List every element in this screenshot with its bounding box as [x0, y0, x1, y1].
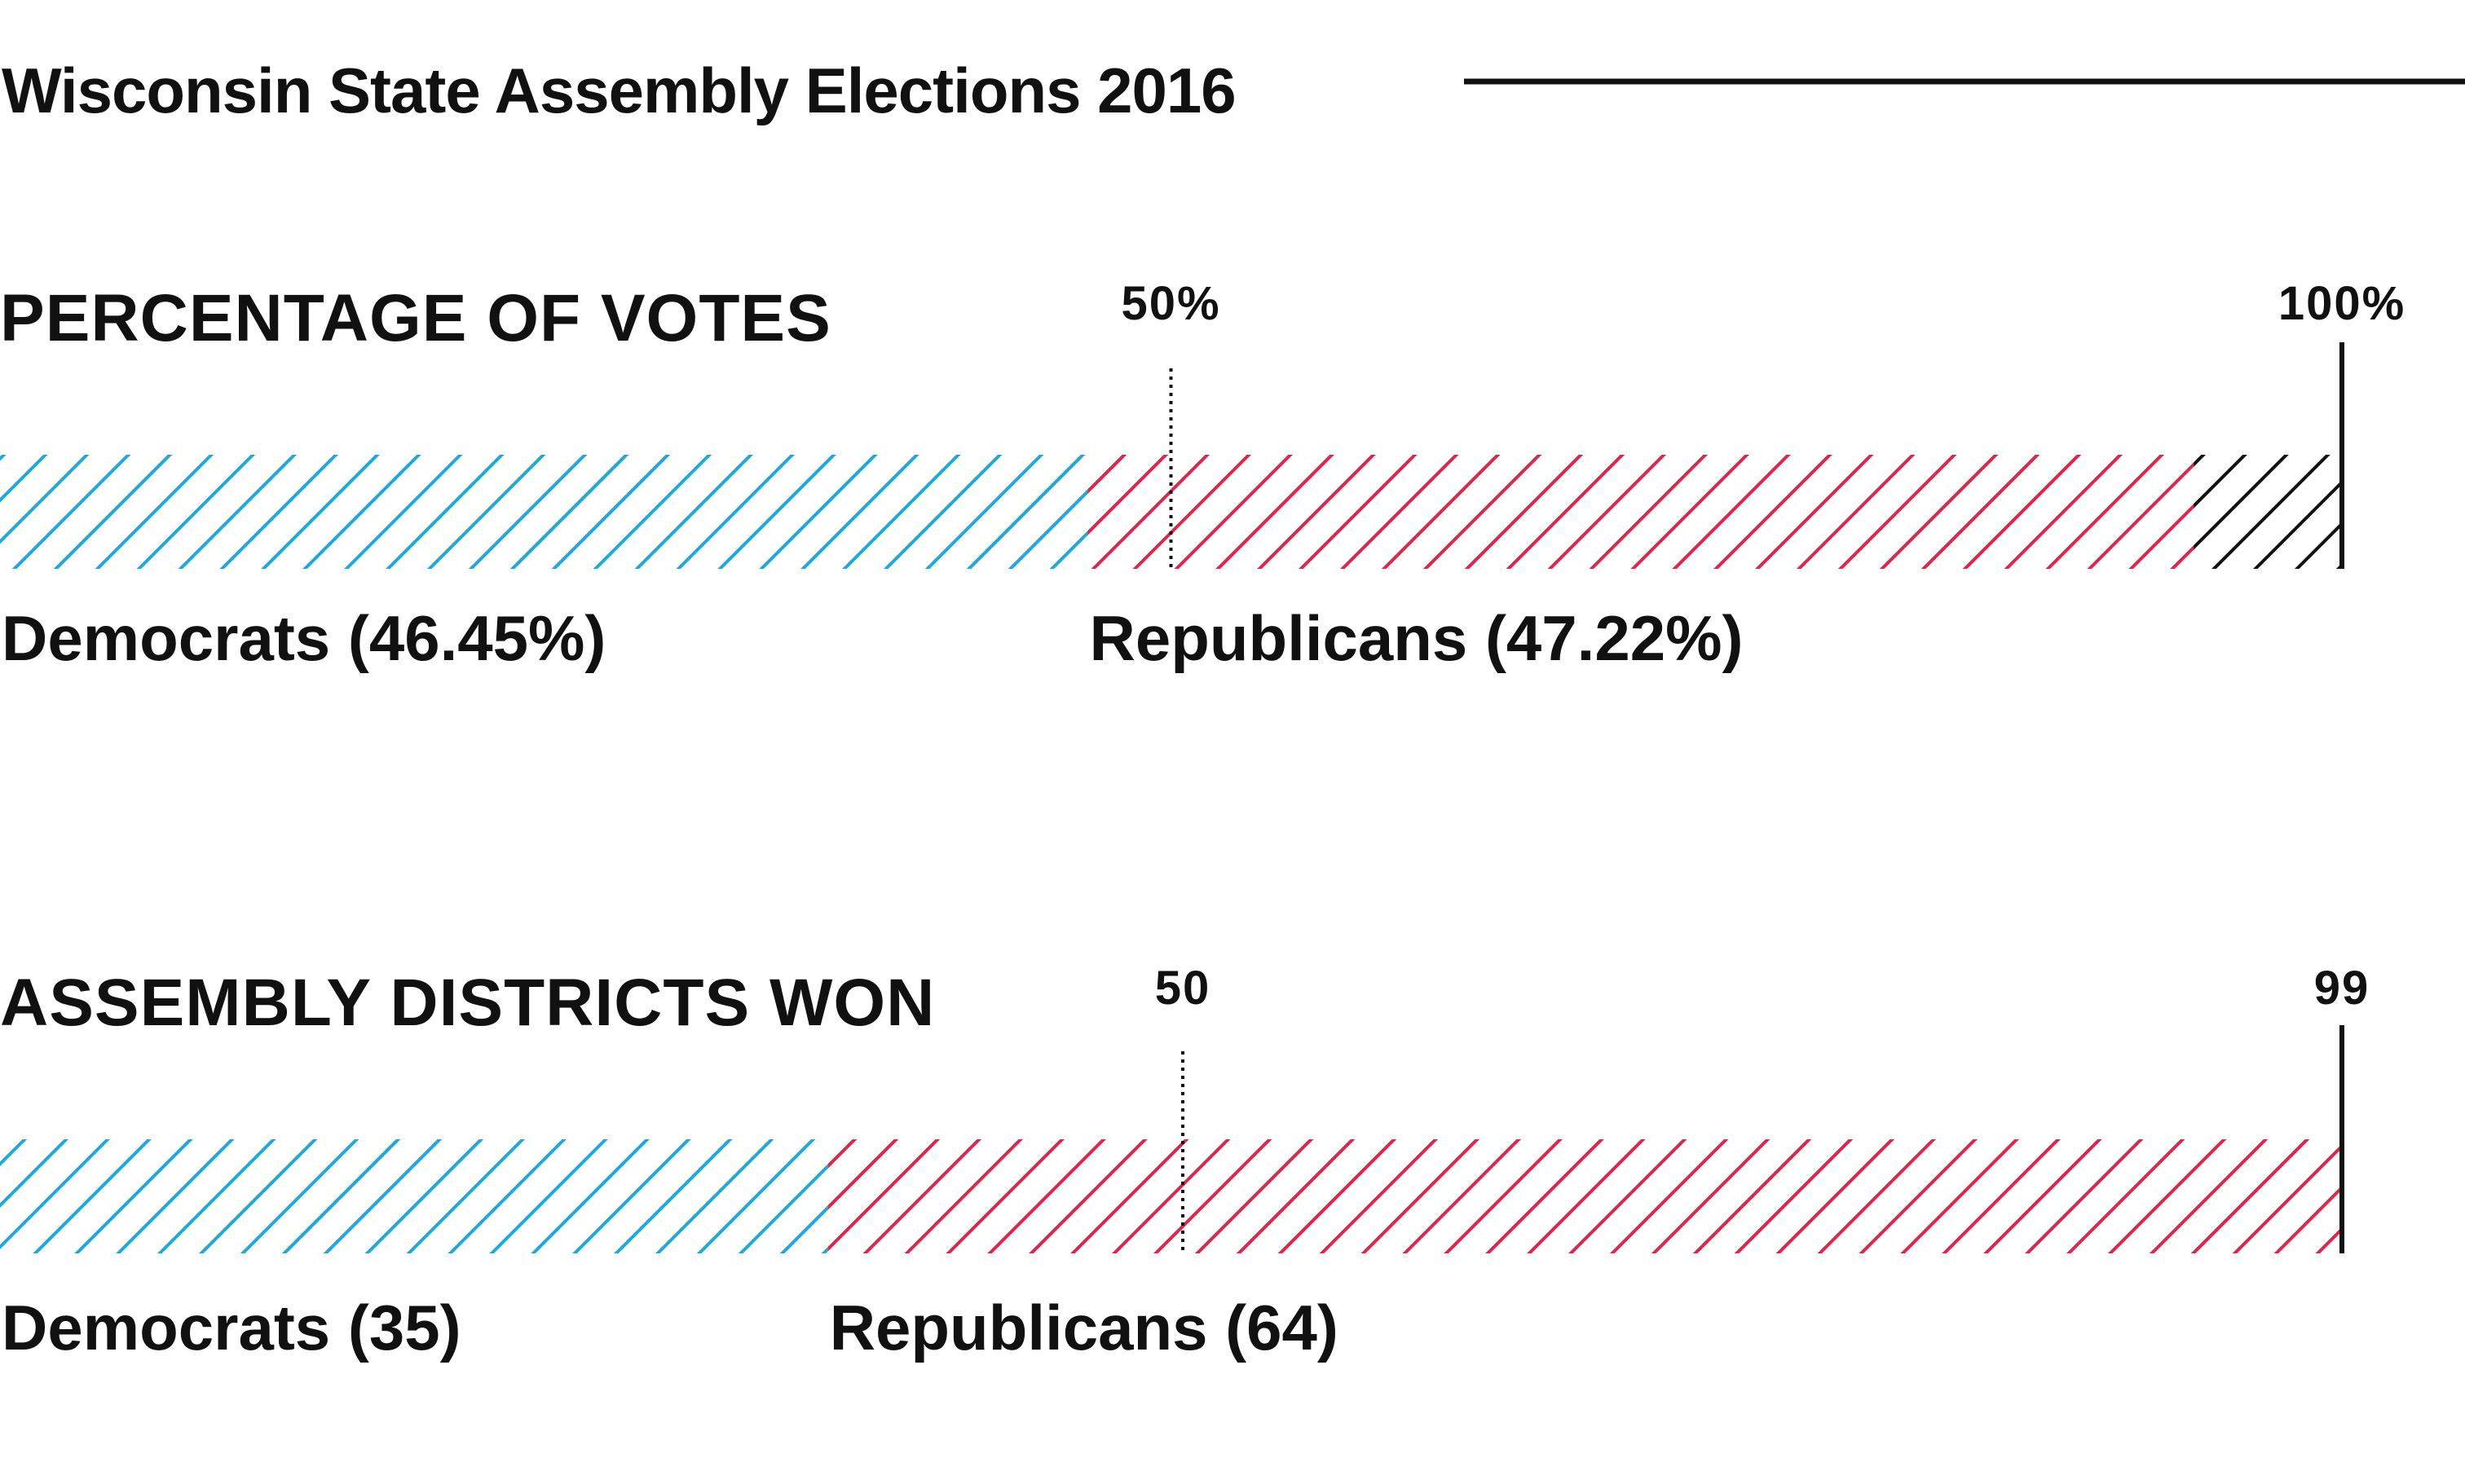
votes-chart-title: PERCENTAGE OF VOTES: [0, 281, 831, 355]
bar-segment-democrats: [0, 1139, 828, 1253]
chart-title: Wisconsin State Assembly Elections 2016: [2, 55, 1236, 126]
bar-segment-republicans: [827, 1139, 2343, 1253]
votes-chart: PERCENTAGE OF VOTES Democrats (46.45%) Re…: [0, 277, 2405, 674]
reference-label-50: 50%: [1121, 277, 1220, 330]
reference-label-100: 100%: [2278, 277, 2405, 330]
reference-label-99: 99: [2314, 962, 2370, 1015]
bar-label-democrats: Democrats (46.45%): [2, 602, 606, 674]
bar-segment-other: [2194, 455, 2342, 569]
districts-chart: ASSEMBLY DISTRICTS WON Democrats (35) Rep…: [0, 962, 2370, 1363]
bar-segment-democrats: [0, 455, 1088, 569]
bar-label-republicans: Republicans (64): [830, 1292, 1338, 1363]
bar-segment-republicans: [1087, 455, 2194, 569]
districts-chart-title: ASSEMBLY DISTRICTS WON: [0, 966, 935, 1040]
reference-label-50: 50: [1155, 962, 1211, 1015]
bar-label-republicans: Republicans (47.22%): [1090, 602, 1744, 674]
bar-label-democrats: Democrats (35): [2, 1292, 461, 1363]
